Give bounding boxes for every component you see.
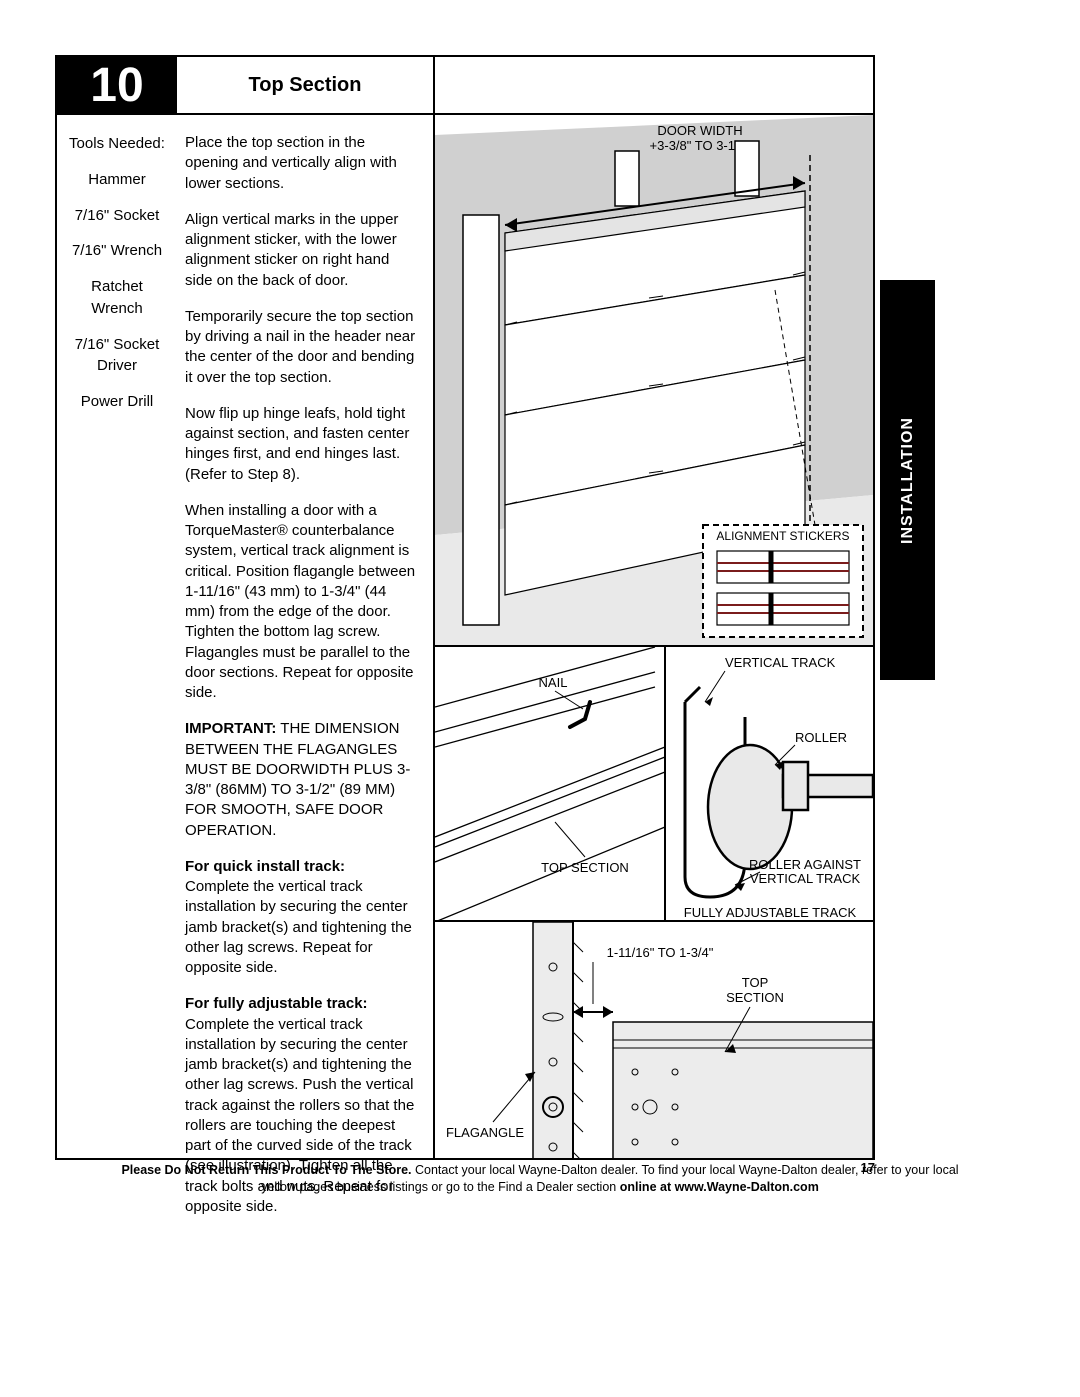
illustration-column: DOOR WIDTH +3-3/8" TO 3-1/2" <box>435 115 873 1158</box>
flagangle-label: FLAGANGLE <box>446 1125 524 1140</box>
instruction-para: Temporarily secure the top section by dr… <box>185 307 419 388</box>
instruction-para: Now flip up hinge leafs, hold tight agai… <box>185 404 419 485</box>
footer-line1-rest: Contact your local Wayne-Dalton dealer. … <box>412 1163 959 1177</box>
step-title: Top Section <box>249 74 362 97</box>
instruction-para: When installing a door with a TorqueMast… <box>185 501 419 704</box>
important-note: IMPORTANT: THE DIMENSION BETWEEN THE FLA… <box>185 719 419 841</box>
step-title-box: Top Section <box>177 57 435 113</box>
quick-install-label: For quick install track: <box>185 858 345 875</box>
vertical-track-label: VERTICAL TRACK <box>725 655 836 670</box>
important-label: IMPORTANT: <box>185 720 276 737</box>
tool-item: Ratchet Wrench <box>65 276 169 320</box>
footer-line2b: online at www.Wayne-Dalton.com <box>620 1180 819 1194</box>
body-row: Tools Needed: Hammer 7/16" Socket 7/16" … <box>57 115 873 1158</box>
section-tab-label: INSTALLATION <box>899 417 917 544</box>
section-tab: INSTALLATION <box>880 280 935 680</box>
fully-adj-label: FULLY ADJUSTABLE TRACK <box>684 905 857 920</box>
quick-install-para: For quick install track: Complete the ve… <box>185 857 419 979</box>
tool-item: Power Drill <box>65 391 169 413</box>
gap-label: 1-11/16" TO 1-3/4" <box>607 945 714 960</box>
instruction-para: Place the top section in the opening and… <box>185 133 419 194</box>
fully-adjustable-label: For fully adjustable track: <box>185 995 368 1012</box>
nail-label: NAIL <box>539 675 568 690</box>
tools-column: Tools Needed: Hammer 7/16" Socket 7/16" … <box>57 115 177 1158</box>
important-text: THE DIMENSION BETWEEN THE FLAGANGLES MUS… <box>185 720 410 838</box>
top-section-label: TOP SECTION <box>541 860 629 875</box>
roller-against-l1: ROLLER AGAINST <box>749 857 861 872</box>
instruction-para: Align vertical marks in the upper alignm… <box>185 210 419 291</box>
tool-item: 7/16" Socket Driver <box>65 334 169 378</box>
quick-install-text: Complete the vertical track installation… <box>185 878 412 976</box>
tool-item: 7/16" Wrench <box>65 240 169 262</box>
roller-label: ROLLER <box>795 730 847 745</box>
content-frame: 10 Top Section Tools Needed: Hammer 7/16… <box>55 55 875 1160</box>
tool-item: 7/16" Socket <box>65 205 169 227</box>
step-header: 10 Top Section <box>57 57 873 115</box>
tools-heading: Tools Needed: <box>65 133 169 155</box>
step-number: 10 <box>90 58 143 113</box>
top-section-l2: SECTION <box>726 990 784 1005</box>
footer-text: Please Do Not Return This Product To The… <box>55 1162 1025 1196</box>
footer-line1-bold: Please Do Not Return This Product To The… <box>121 1163 411 1177</box>
header-fill <box>435 57 873 113</box>
instructions-column: Place the top section in the opening and… <box>177 115 435 1158</box>
roller-against-l2: VERTICAL TRACK <box>750 871 861 886</box>
diagram-mid: NAIL TOP SECTION VERTICAL TRACK <box>435 647 873 922</box>
alignment-stickers-label: ALIGNMENT STICKERS <box>716 529 849 543</box>
door-width-label-1: DOOR WIDTH <box>657 123 742 138</box>
manual-page: 10 Top Section Tools Needed: Hammer 7/16… <box>0 0 1080 1397</box>
top-section-l1: TOP <box>742 975 769 990</box>
diagram-top: DOOR WIDTH +3-3/8" TO 3-1/2" <box>435 115 873 647</box>
footer-line2a: yellow pages business listings or go to … <box>261 1180 620 1194</box>
tool-item: Hammer <box>65 169 169 191</box>
step-number-box: 10 <box>57 57 177 113</box>
diagram-bot: 1-11/16" TO 1-3/4" <box>435 922 873 1158</box>
